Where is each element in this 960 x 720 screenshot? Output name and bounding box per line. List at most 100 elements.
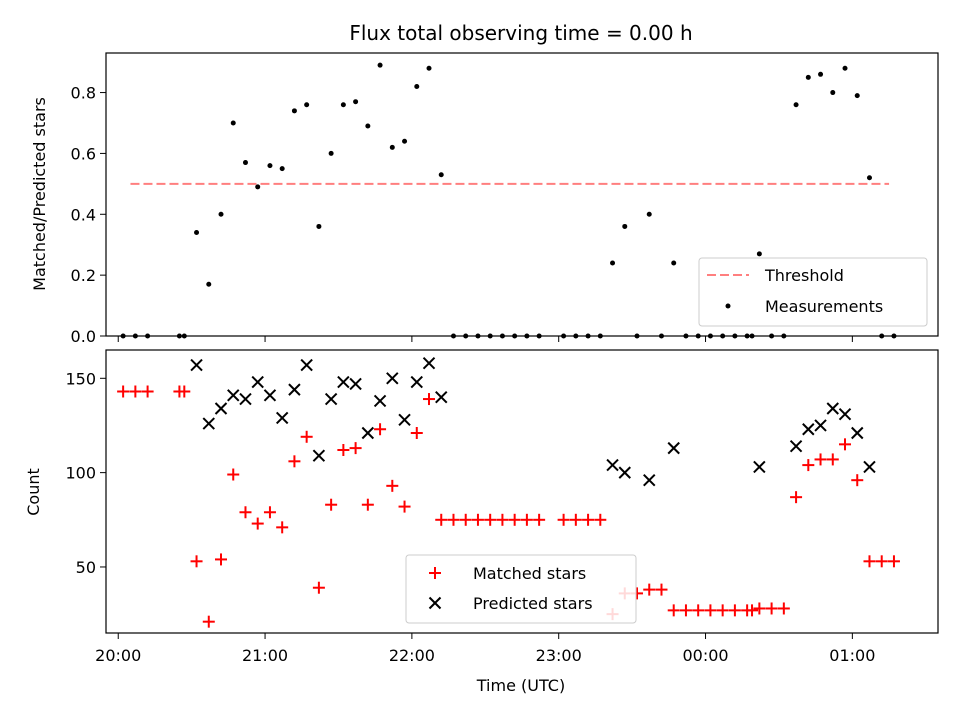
matched-star-point <box>557 513 570 526</box>
count-y-tick-label: 100 <box>65 464 96 483</box>
measurement-point <box>646 211 652 217</box>
predicted-star-point <box>814 419 827 432</box>
measurement-point <box>463 333 469 339</box>
measurement-point <box>732 333 738 339</box>
measurement-point <box>879 333 885 339</box>
matched-star-point <box>202 615 215 628</box>
measurement-point <box>475 333 481 339</box>
matched-star-point <box>839 438 852 451</box>
matched-star-point <box>374 423 387 436</box>
matched-star-point <box>802 459 815 472</box>
legend-predicted-label: Predicted stars <box>473 594 593 613</box>
measurement-point <box>365 123 371 129</box>
measurement-point <box>255 184 261 190</box>
predicted-star-point-b <box>227 389 240 402</box>
count-y-tick-label: 150 <box>65 369 96 388</box>
predicted-star-point-b <box>435 390 448 404</box>
predicted-star-point-b <box>618 466 631 479</box>
measurement-point <box>695 333 701 339</box>
measurement-point <box>818 71 824 77</box>
measurement-point <box>291 108 297 114</box>
measurement-point <box>206 281 212 287</box>
predicted-star-point-b <box>288 383 301 396</box>
predicted-star-point <box>435 390 448 404</box>
measurement-point <box>328 150 334 156</box>
matched-star-point <box>288 455 301 468</box>
matched-star-point <box>215 553 228 566</box>
count-x-tick-label: 00:00 <box>682 646 728 665</box>
count-x-ticks: 20:00 21:00 22:00 23:00 00:00 01:00 <box>95 633 875 665</box>
matched-star-point <box>386 479 399 492</box>
matched-star-point <box>716 604 729 617</box>
matched-star-point <box>435 513 448 526</box>
legend-matched-swatch <box>429 567 441 579</box>
predicted-star-point <box>300 358 313 372</box>
count-y-axis-label: Count <box>24 468 43 516</box>
matched-star-point <box>447 513 460 526</box>
predicted-star-point <box>312 449 326 462</box>
predicted-star-point <box>398 413 411 427</box>
predicted-star-point <box>263 389 277 402</box>
predicted-star-point-b <box>753 460 766 474</box>
measurement-point <box>194 230 200 236</box>
matched-star-point <box>227 468 240 481</box>
measurement-point <box>671 260 677 266</box>
matched-star-point <box>361 498 374 511</box>
count-x-tick-label: 22:00 <box>389 646 435 665</box>
ratio-y-tick-label: 0.0 <box>71 327 96 346</box>
predicted-star-point <box>789 440 803 453</box>
predicted-star-point <box>214 402 228 415</box>
matched-star-point <box>704 604 717 617</box>
matched-star-point <box>692 604 705 617</box>
matched-star-point <box>129 385 142 398</box>
predicted-star-point-b <box>863 460 876 474</box>
matched-star-point <box>337 443 350 456</box>
ratio-y-tick-label: 0.8 <box>71 84 96 103</box>
predicted-star-point-b <box>349 377 362 391</box>
legend-measurement-swatch <box>725 303 731 309</box>
matched-star-point <box>863 555 876 568</box>
predicted-star-point <box>643 473 656 487</box>
matched-star-point <box>471 513 484 526</box>
matched-star-point <box>520 513 533 526</box>
measurement-point <box>512 333 518 339</box>
matched-star-point <box>814 453 827 466</box>
ratio-panel-frame <box>105 52 939 337</box>
measurement-point <box>561 333 567 339</box>
measurement-point <box>854 93 860 99</box>
matched-star-point <box>190 555 203 568</box>
predicted-star-point <box>288 383 301 396</box>
measurement-point <box>230 120 236 126</box>
matched-star-point <box>312 581 325 594</box>
matched-star-point <box>251 517 264 530</box>
measurement-point <box>573 333 579 339</box>
predicted-star-point <box>324 392 338 406</box>
legend-threshold-label: Threshold <box>764 266 844 285</box>
measurement-point <box>720 333 726 339</box>
measurement-point <box>176 333 182 339</box>
predicted-star-point-b <box>202 417 215 430</box>
matched-star-point <box>398 500 411 513</box>
measurement-point <box>707 333 713 339</box>
ratio-y-tick-label: 0.2 <box>71 266 96 285</box>
x-axis-label: Time (UTC) <box>476 676 565 695</box>
measurement-point <box>805 74 811 80</box>
measurement-point <box>487 333 493 339</box>
predicted-star-point-b <box>190 358 203 372</box>
predicted-star-point <box>838 407 852 421</box>
predicted-star-point <box>275 411 289 425</box>
measurement-point <box>830 90 836 96</box>
measurement-point <box>340 102 346 108</box>
matched-star-point <box>349 442 362 455</box>
predicted-star-point <box>410 375 423 389</box>
measurement-point <box>781 333 787 339</box>
matched-star-point <box>594 513 607 526</box>
predicted-star-point <box>863 460 876 474</box>
predicted-star-point <box>202 417 215 430</box>
matched-star-point <box>728 604 741 617</box>
matched-star-point <box>178 385 191 398</box>
measurement-point <box>749 333 755 339</box>
matched-star-point <box>459 513 472 526</box>
count-x-tick-label: 20:00 <box>95 646 141 665</box>
